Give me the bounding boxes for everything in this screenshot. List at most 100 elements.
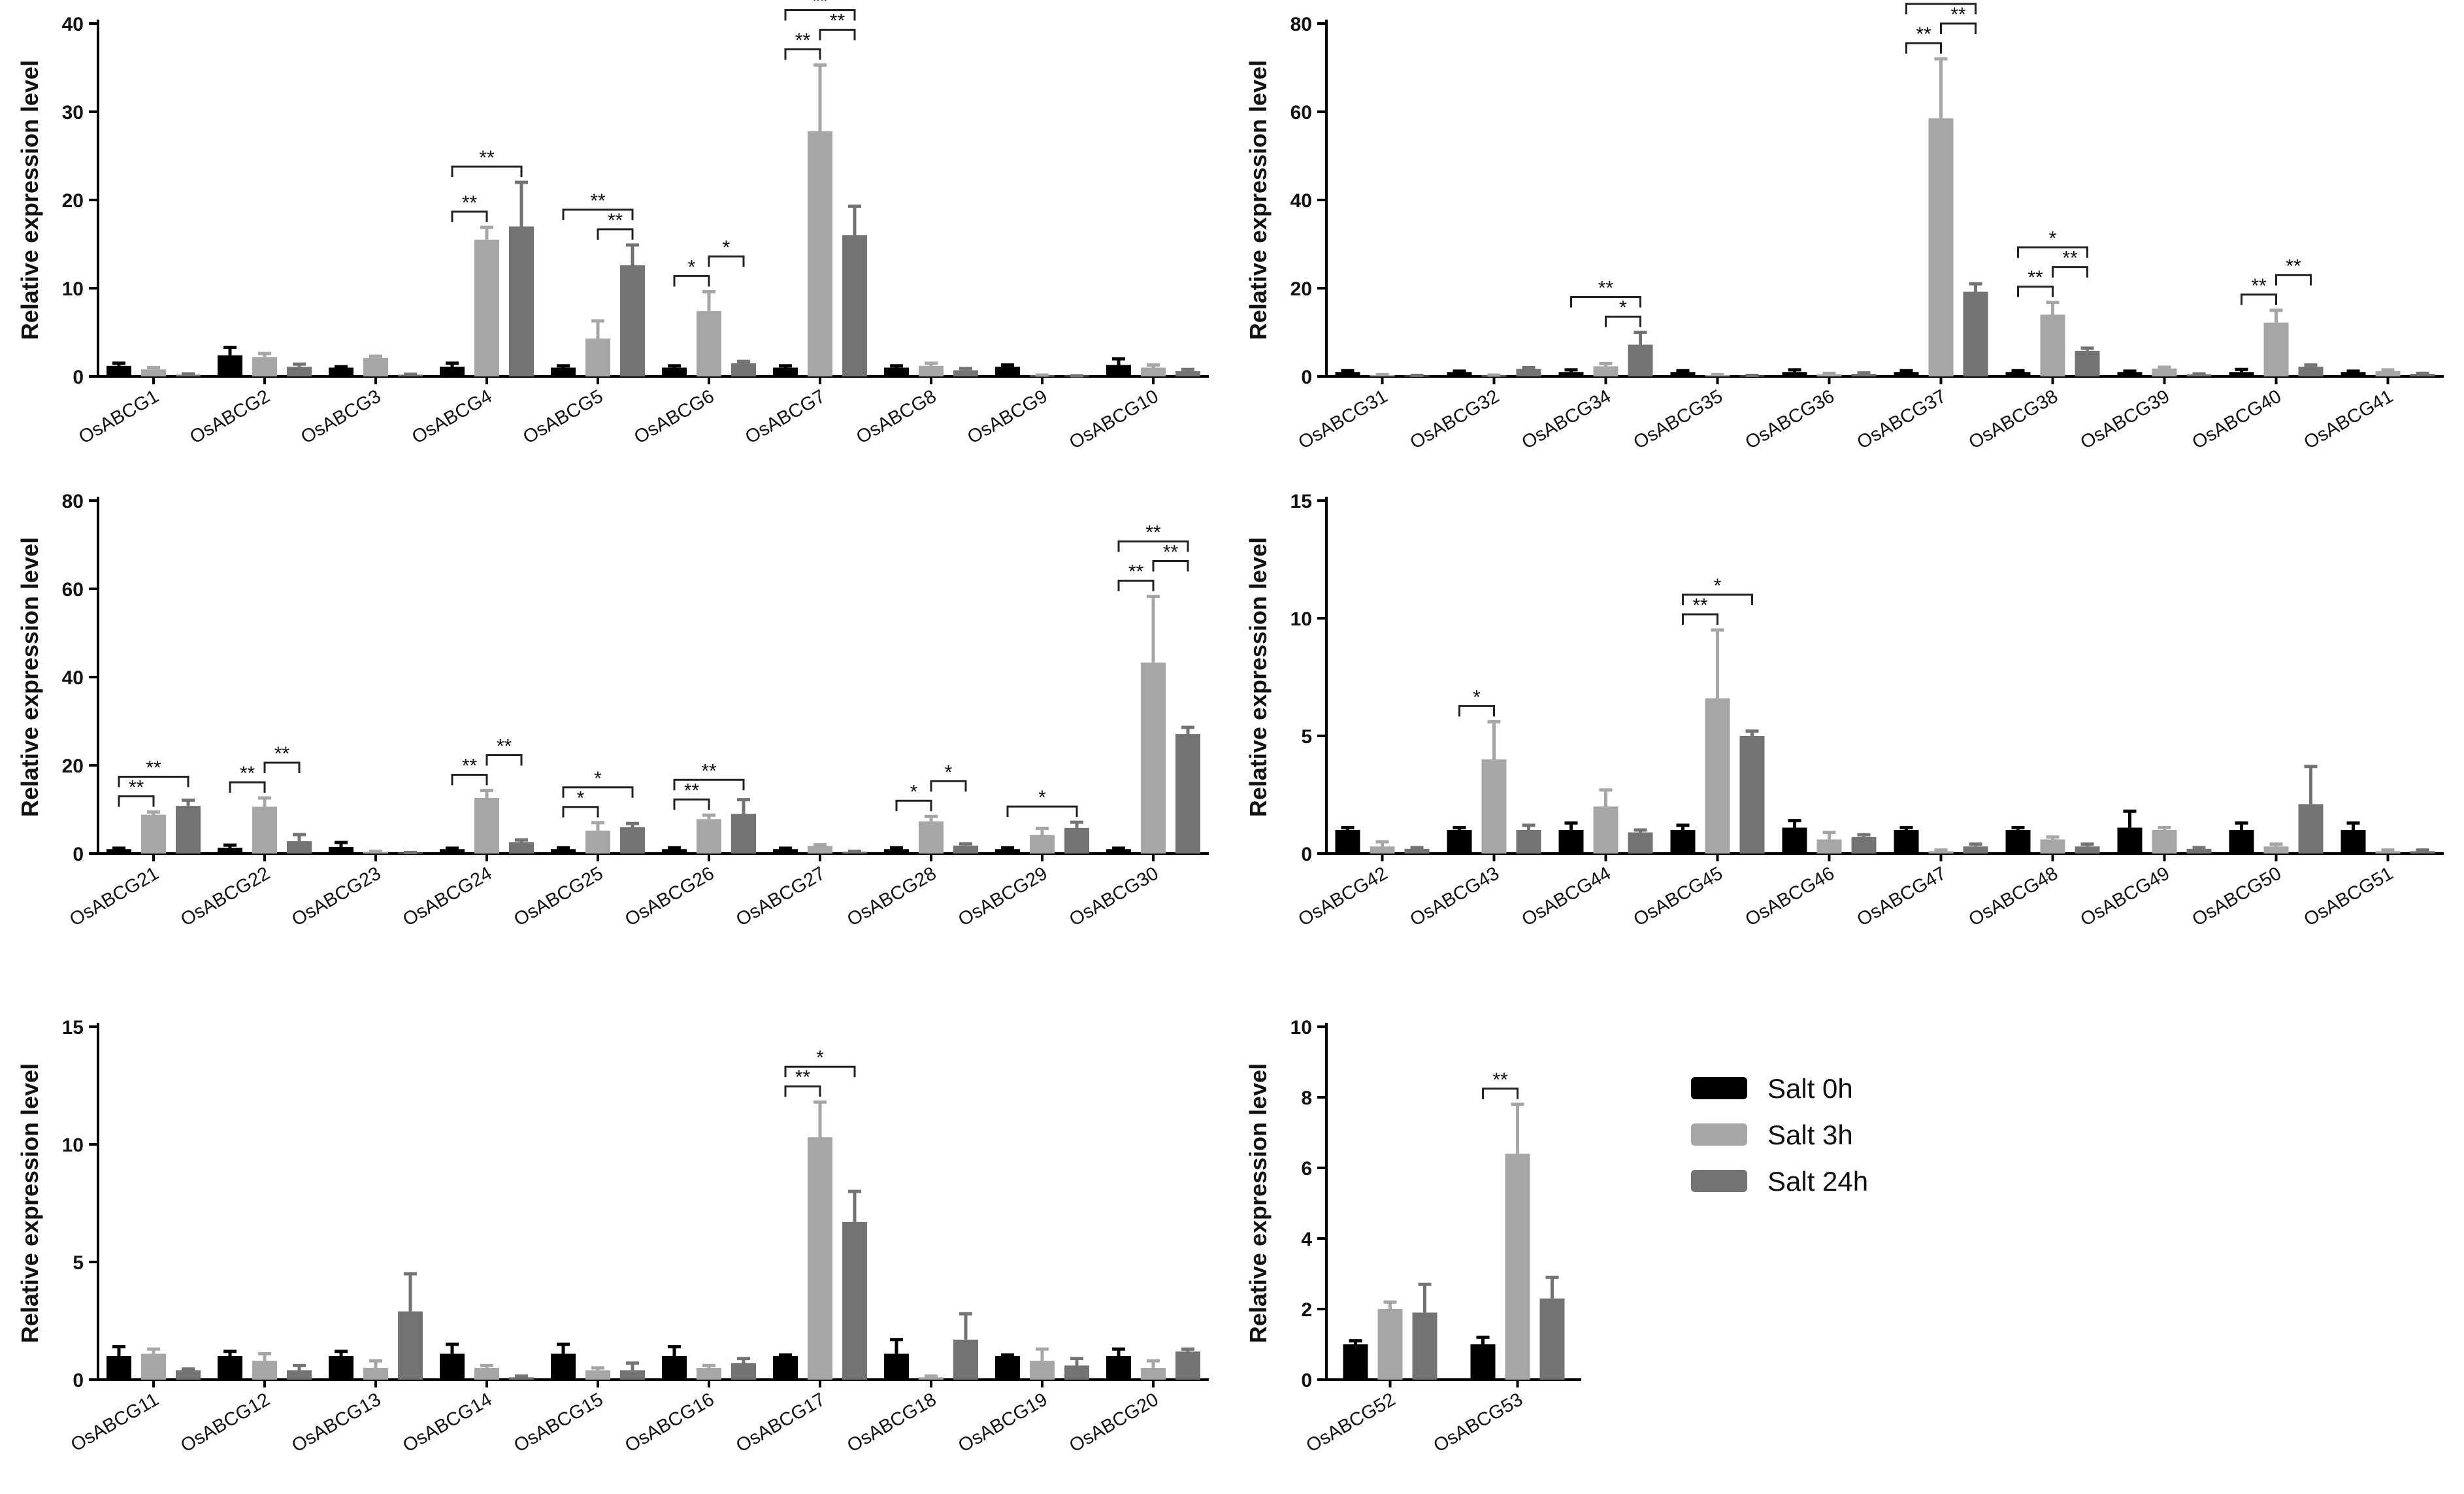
bar-OsABCG16-Salt-3h — [697, 1368, 721, 1380]
category-label: OsABCG30 — [1066, 863, 1162, 930]
bar-OsABCG42-Salt-0h — [1335, 830, 1360, 854]
significance-bracket — [562, 786, 634, 798]
bar-OsABCG19-Salt-24h — [1064, 1365, 1089, 1380]
significance-label: ** — [1692, 595, 1708, 616]
significance-label: * — [594, 768, 602, 789]
category-label: OsABCG12 — [177, 1389, 273, 1456]
bar-OsABCG36-Salt-0h — [1782, 372, 1807, 376]
legend-label: Salt 24h — [1767, 1166, 1868, 1197]
bar-OsABCG36-Salt-24h — [1851, 373, 1877, 376]
category-label: OsABCG5 — [519, 386, 606, 448]
bar-OsABCG13-Salt-0h — [329, 1356, 353, 1380]
bar-OsABCG50-Salt-3h — [2263, 846, 2289, 854]
y-tick-label: 60 — [1290, 102, 1312, 124]
bar-OsABCG13-Salt-24h — [398, 1311, 423, 1380]
bar-OsABCG26-Salt-3h — [697, 819, 721, 854]
y-tick-label: 20 — [62, 190, 84, 212]
bar-OsABCG10-Salt-24h — [1175, 371, 1200, 376]
category-label: OsABCG53 — [1430, 1389, 1526, 1456]
significance-label: ** — [129, 777, 144, 799]
category-label: OsABCG45 — [1630, 863, 1726, 930]
bar-OsABCG20-Salt-3h — [1141, 1368, 1166, 1380]
bar-OsABCG26-Salt-24h — [731, 814, 756, 854]
y-tick-label: 0 — [73, 1370, 84, 1391]
bar-OsABCG16-Salt-0h — [662, 1356, 687, 1380]
significance-bracket — [895, 799, 932, 812]
bar-OsABCG49-Salt-24h — [2186, 848, 2212, 854]
bar-OsABCG52-Salt-0h — [1343, 1344, 1368, 1380]
significance-bracket — [229, 781, 266, 793]
bar-OsABCG7-Salt-3h — [808, 131, 832, 376]
bar-OsABCG24-Salt-24h — [509, 842, 534, 854]
category-label: OsABCG35 — [1630, 386, 1726, 453]
bar-OsABCG2-Salt-0h — [218, 355, 242, 376]
significance-label: * — [1619, 297, 1627, 319]
bar-OsABCG3-Salt-3h — [363, 357, 388, 376]
bar-OsABCG37-Salt-24h — [1963, 291, 1988, 376]
bar-OsABCG4-Salt-0h — [440, 367, 465, 376]
significance-bracket — [673, 778, 745, 791]
bar-OsABCG30-Salt-0h — [1106, 849, 1131, 854]
significance-bracket — [597, 228, 634, 240]
category-label: OsABCG6 — [631, 386, 717, 448]
y-tick-label: 8 — [1301, 1087, 1312, 1109]
bar-OsABCG49-Salt-0h — [2117, 827, 2143, 854]
significance-label: ** — [479, 147, 495, 169]
category-label: OsABCG39 — [2077, 386, 2173, 453]
bar-OsABCG51-Salt-3h — [2375, 851, 2401, 854]
bar-OsABCG46-Salt-0h — [1782, 827, 1807, 854]
bar-OsABCG53-Salt-3h — [1505, 1154, 1530, 1380]
bar-OsABCG4-Salt-24h — [509, 226, 534, 376]
bar-OsABCG17-Salt-3h — [808, 1137, 832, 1380]
significance-label: * — [1473, 686, 1481, 708]
significance-label: * — [723, 237, 731, 258]
significance-label: * — [945, 761, 953, 783]
significance-bracket — [1458, 705, 1495, 717]
bar-OsABCG7-Salt-24h — [842, 235, 867, 376]
bar-OsABCG25-Salt-0h — [551, 849, 576, 854]
bar-OsABCG22-Salt-0h — [218, 848, 242, 854]
significance-bracket — [118, 776, 189, 788]
significance-bracket — [2052, 266, 2088, 278]
bar-OsABCG32-Salt-24h — [1516, 369, 1541, 376]
bar-OsABCG6-Salt-24h — [731, 363, 756, 376]
bar-OsABCG40-Salt-3h — [2263, 322, 2289, 376]
category-label: OsABCG38 — [1965, 386, 2062, 453]
bar-OsABCG45-Salt-3h — [1705, 698, 1730, 854]
significance-bracket — [1482, 1087, 1519, 1099]
category-label: OsABCG18 — [844, 1389, 940, 1456]
bar-OsABCG52-Salt-24h — [1412, 1312, 1437, 1380]
bar-OsABCG21-Salt-0h — [107, 849, 131, 854]
category-label: OsABCG24 — [399, 863, 495, 930]
bar-OsABCG23-Salt-0h — [329, 846, 353, 854]
y-tick-label: 15 — [1290, 491, 1312, 512]
y-axis-title: Relative expression level — [1245, 60, 1272, 340]
bar-OsABCG9-Salt-0h — [995, 367, 1020, 376]
y-tick-label: 2 — [1301, 1299, 1312, 1321]
category-label: OsABCG25 — [510, 863, 606, 930]
bar-OsABCG44-Salt-0h — [1558, 830, 1584, 854]
significance-bracket — [1152, 559, 1189, 572]
y-tick-label: 60 — [62, 579, 84, 601]
bar-OsABCG42-Salt-3h — [1370, 846, 1395, 854]
category-label: OsABCG8 — [853, 386, 940, 448]
chart-panel-top-left: 0 10 20 30 40 Relative expression level OsABCG… — [16, 0, 1209, 454]
y-tick-label: 6 — [1301, 1158, 1312, 1180]
bar-OsABCG50-Salt-0h — [2229, 830, 2254, 854]
bar-OsABCG22-Salt-24h — [287, 841, 312, 854]
significance-bracket — [708, 255, 745, 267]
bar-OsABCG47-Salt-3h — [1928, 851, 1954, 854]
y-tick-label: 40 — [62, 14, 84, 35]
category-label: OsABCG41 — [2301, 386, 2397, 453]
category-label: OsABCG17 — [732, 1389, 829, 1456]
bar-OsABCG35-Salt-0h — [1670, 372, 1696, 376]
legend-item-salt-0h: Salt 0h — [1691, 1073, 1853, 1104]
bar-OsABCG24-Salt-3h — [474, 797, 499, 854]
significance-label: ** — [1933, 0, 1949, 6]
significance-bracket — [1905, 3, 1977, 14]
significance-label: ** — [1492, 1069, 1508, 1091]
significance-bracket — [784, 48, 821, 60]
significance-label: * — [816, 1047, 824, 1069]
chart-panel-top-right: 0 20 40 60 80 Relative expression level OsABCG… — [1245, 0, 2444, 454]
significance-label: ** — [497, 735, 512, 757]
